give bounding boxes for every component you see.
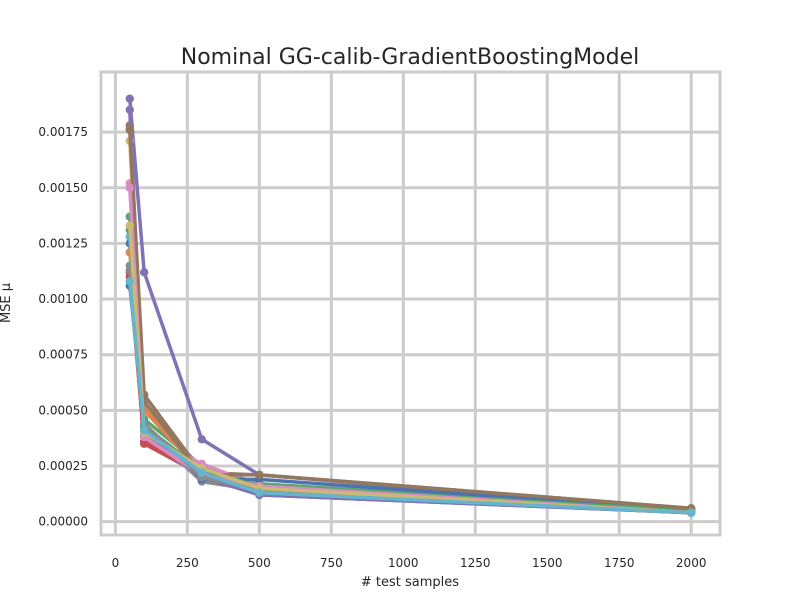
data-point bbox=[125, 105, 134, 115]
x-axis-label: # test samples bbox=[361, 575, 459, 590]
y-tick-label: 0.00150 bbox=[38, 181, 88, 195]
x-tick-label: 500 bbox=[248, 556, 271, 570]
data-point bbox=[255, 470, 264, 480]
y-tick-label: 0.00075 bbox=[38, 348, 88, 362]
x-tick-label: 1500 bbox=[532, 556, 563, 570]
data-point bbox=[139, 268, 149, 277]
y-axis-label: MSE μ bbox=[0, 283, 14, 323]
x-tick-label: 2000 bbox=[676, 556, 707, 570]
x-tick-label: 0 bbox=[112, 556, 120, 570]
x-tick-label: 1750 bbox=[604, 556, 635, 570]
series-layer bbox=[125, 94, 696, 517]
data-point bbox=[197, 435, 206, 444]
data-point bbox=[139, 426, 149, 435]
data-point bbox=[197, 468, 206, 477]
y-tick-label: 0.00125 bbox=[38, 236, 88, 250]
data-point bbox=[125, 221, 134, 230]
tick-labels: 0 250 500 750 1000 1250 1500 1750 2000 0.00000 0.0… bbox=[38, 125, 706, 570]
data-point bbox=[125, 125, 134, 135]
series-20 bbox=[125, 277, 696, 517]
chart-title: Nominal GG-calib-GradientBoostingModel bbox=[181, 45, 639, 70]
x-tick-label: 1250 bbox=[460, 556, 491, 570]
x-tick-label: 1000 bbox=[388, 556, 419, 570]
y-tick-label: 0.00175 bbox=[38, 125, 88, 139]
y-tick-label: 0.00000 bbox=[38, 515, 88, 529]
y-tick-label: 0.00100 bbox=[38, 292, 88, 306]
data-point bbox=[125, 183, 134, 192]
data-point bbox=[687, 508, 696, 517]
data-point bbox=[125, 94, 134, 103]
y-tick-label: 0.00050 bbox=[38, 403, 88, 417]
x-tick-label: 250 bbox=[176, 556, 199, 570]
plot-frame bbox=[99, 70, 722, 537]
grid bbox=[101, 72, 720, 535]
data-point bbox=[255, 488, 264, 497]
y-tick-label: 0.00025 bbox=[38, 459, 88, 473]
data-point bbox=[125, 277, 134, 286]
x-tick-label: 750 bbox=[320, 556, 343, 570]
